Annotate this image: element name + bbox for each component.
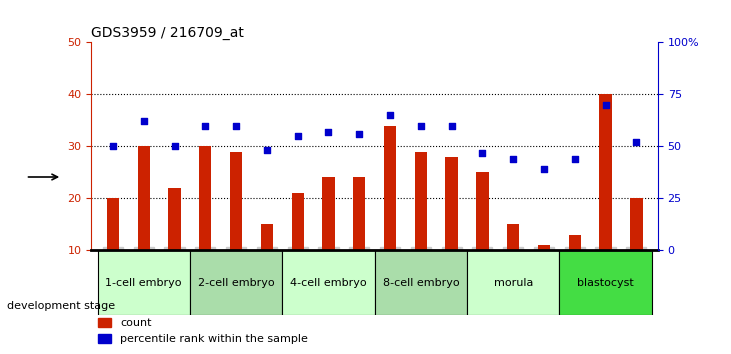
Bar [569, 235, 581, 302]
Point [107, 143, 118, 149]
Point [477, 150, 488, 155]
Point [446, 123, 458, 129]
Bar [467, 250, 559, 315]
Bar [282, 250, 374, 315]
Point [507, 156, 519, 162]
Text: blastocyst: blastocyst [577, 278, 634, 287]
Point [538, 166, 550, 172]
Point [138, 119, 150, 124]
Text: 4-cell embryo: 4-cell embryo [290, 278, 367, 287]
Text: morula: morula [493, 278, 533, 287]
Text: 2-cell embryo: 2-cell embryo [198, 278, 274, 287]
Bar [630, 198, 643, 302]
Bar [107, 198, 119, 302]
Bar [374, 250, 467, 315]
Bar [476, 172, 488, 302]
Point [415, 123, 427, 129]
Bar [538, 245, 550, 302]
Bar [292, 193, 304, 302]
Point [569, 156, 580, 162]
Bar [261, 224, 273, 302]
Bar [190, 250, 282, 315]
Bar [97, 250, 190, 315]
Point [385, 112, 396, 118]
Bar [384, 126, 396, 302]
Text: 1-cell embryo: 1-cell embryo [105, 278, 182, 287]
Point [599, 102, 611, 108]
Point [322, 129, 334, 135]
Point [353, 131, 365, 137]
Point [292, 133, 303, 139]
Bar [599, 95, 612, 302]
Point [261, 148, 273, 153]
Text: development stage: development stage [7, 301, 115, 311]
Bar [199, 146, 211, 302]
Bar [137, 146, 150, 302]
Point [169, 143, 181, 149]
Point [230, 123, 242, 129]
Bar [353, 177, 366, 302]
Legend: count, percentile rank within the sample: count, percentile rank within the sample [94, 313, 312, 348]
Bar [559, 250, 652, 315]
Bar [168, 188, 181, 302]
Text: GDS3959 / 216709_at: GDS3959 / 216709_at [91, 26, 244, 40]
Point [631, 139, 643, 145]
Bar [445, 157, 458, 302]
Bar [230, 152, 242, 302]
Bar [507, 224, 519, 302]
Text: 8-cell embryo: 8-cell embryo [382, 278, 459, 287]
Point [200, 123, 211, 129]
Bar [322, 177, 335, 302]
Bar [414, 152, 427, 302]
